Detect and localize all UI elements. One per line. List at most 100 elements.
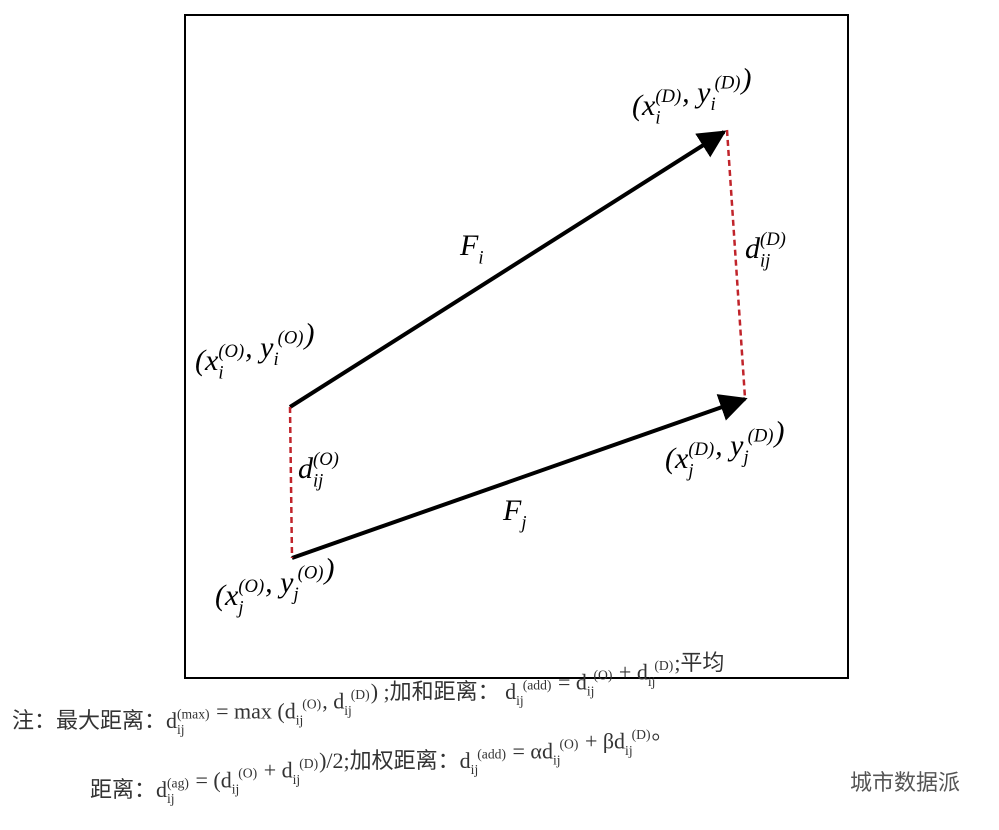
text-run: ) (302, 318, 314, 351)
math-base: d (298, 452, 314, 485)
flow-arrow (291, 394, 748, 560)
watermark: 城市数据派 (850, 771, 960, 796)
text-run: ( (632, 89, 644, 122)
text-run: ) (739, 63, 751, 96)
math-sup: (D) (351, 687, 370, 703)
text-run: , (715, 429, 730, 462)
math-base: d (542, 738, 553, 763)
math-sup: (O) (278, 328, 304, 349)
math-base: y (277, 566, 294, 599)
distance-line (725, 129, 747, 399)
flow-label: Fj (502, 494, 527, 533)
math-sub: j (686, 460, 693, 481)
math-sup: (O) (238, 576, 264, 597)
text-run: , (245, 331, 260, 364)
math-sub: ij (587, 683, 595, 698)
note-line: 注：最大距离：dij(max) = max (dij(O), dij(D)) ;… (12, 650, 724, 737)
math-sub: ij (553, 752, 561, 767)
math-sub: ij (313, 470, 323, 491)
math-sub: j (236, 597, 243, 618)
math-sup: (max) (177, 706, 210, 722)
text-run: + β (579, 729, 614, 754)
math-sub: ij (760, 250, 770, 271)
text-run: = (552, 669, 575, 694)
text-run: ( (215, 579, 227, 612)
math-base: y (257, 331, 274, 364)
math-base: d (166, 708, 177, 733)
math-sup: (D) (632, 727, 651, 743)
math-sub: i (218, 362, 223, 383)
math-base: x (204, 344, 219, 377)
labels: (xi(D), yi(D))(xi(O), yi(O))(xj(D), yj(D… (12, 63, 960, 807)
distance-label: dij(D) (745, 229, 786, 272)
math-sub: i (655, 107, 660, 128)
math-sub: j (741, 447, 748, 468)
math-sub: ij (167, 791, 175, 806)
math-base: d (282, 758, 293, 783)
math-sup: (D) (299, 756, 318, 772)
math-base: d (745, 232, 761, 265)
flow-label: Fi (459, 229, 484, 268)
math-sup: (O) (593, 668, 612, 684)
math-base: d (221, 767, 232, 792)
math-sub: ij (516, 693, 524, 708)
frame (184, 14, 849, 679)
text-run: 。 (652, 719, 674, 744)
math-sup: (D) (654, 658, 673, 674)
math-base: d (460, 748, 471, 773)
math-sup: (D) (715, 73, 741, 94)
math-sub: ij (177, 722, 185, 737)
math-base: d (576, 669, 587, 694)
math-base: x (674, 442, 689, 475)
math-sub: j (519, 512, 526, 533)
math-sub: i (478, 247, 483, 268)
math-sub: ij (648, 674, 656, 689)
text-run: + (613, 660, 636, 685)
math-sub: ij (471, 762, 479, 777)
text-run: ;平均 (674, 650, 724, 675)
math-base: d (505, 679, 516, 704)
distance-line (288, 406, 294, 559)
node-label: (xj(D), yj(D)) (665, 416, 784, 482)
math-base: y (694, 76, 711, 109)
text-run: , (682, 76, 697, 109)
math-base: d (637, 660, 648, 685)
math-sup: (D) (688, 439, 714, 460)
math-sub: ij (296, 712, 304, 727)
math-sub: i (273, 349, 278, 370)
math-sub: ij (344, 703, 352, 718)
math-sub: j (291, 584, 298, 605)
flow-arrow (288, 130, 727, 409)
math-sup: (O) (238, 766, 257, 782)
node-label: (xi(O), yi(O)) (195, 318, 314, 384)
text-run: ( (665, 442, 677, 475)
text-run: ) (322, 553, 334, 586)
text-run: 距离： (90, 777, 156, 802)
math-sup: (add) (477, 746, 506, 762)
text-run: )/2;加权距离： (319, 748, 460, 773)
math-sup: (O) (302, 697, 321, 713)
text-run: ) (772, 416, 784, 449)
math-base: d (614, 729, 625, 754)
math-base: F (459, 229, 479, 262)
text-run: 注：最大距离： (12, 708, 166, 733)
note-line: 距离：dij(ag) = (dij(O) + dij(D))/2;加权距离：di… (90, 719, 674, 806)
math-sub: ij (625, 743, 633, 758)
distance-label: dij(O) (298, 449, 339, 492)
math-base: F (502, 494, 522, 527)
node-label: (xi(D), yi(D)) (632, 63, 751, 129)
text-run: = max ( (211, 698, 285, 723)
math-sup: (O) (560, 737, 579, 753)
math-base: d (156, 777, 167, 802)
math-sup: (O) (298, 563, 324, 584)
text-run: ( (195, 344, 207, 377)
math-base: x (224, 579, 239, 612)
text-run: = α (507, 738, 542, 763)
math-sub: ij (293, 772, 301, 787)
math-sup: (ag) (167, 775, 189, 791)
math-sup: (O) (313, 449, 339, 470)
text-run: , (322, 689, 333, 714)
math-sup: (D) (655, 86, 681, 107)
text-run: , (265, 566, 280, 599)
